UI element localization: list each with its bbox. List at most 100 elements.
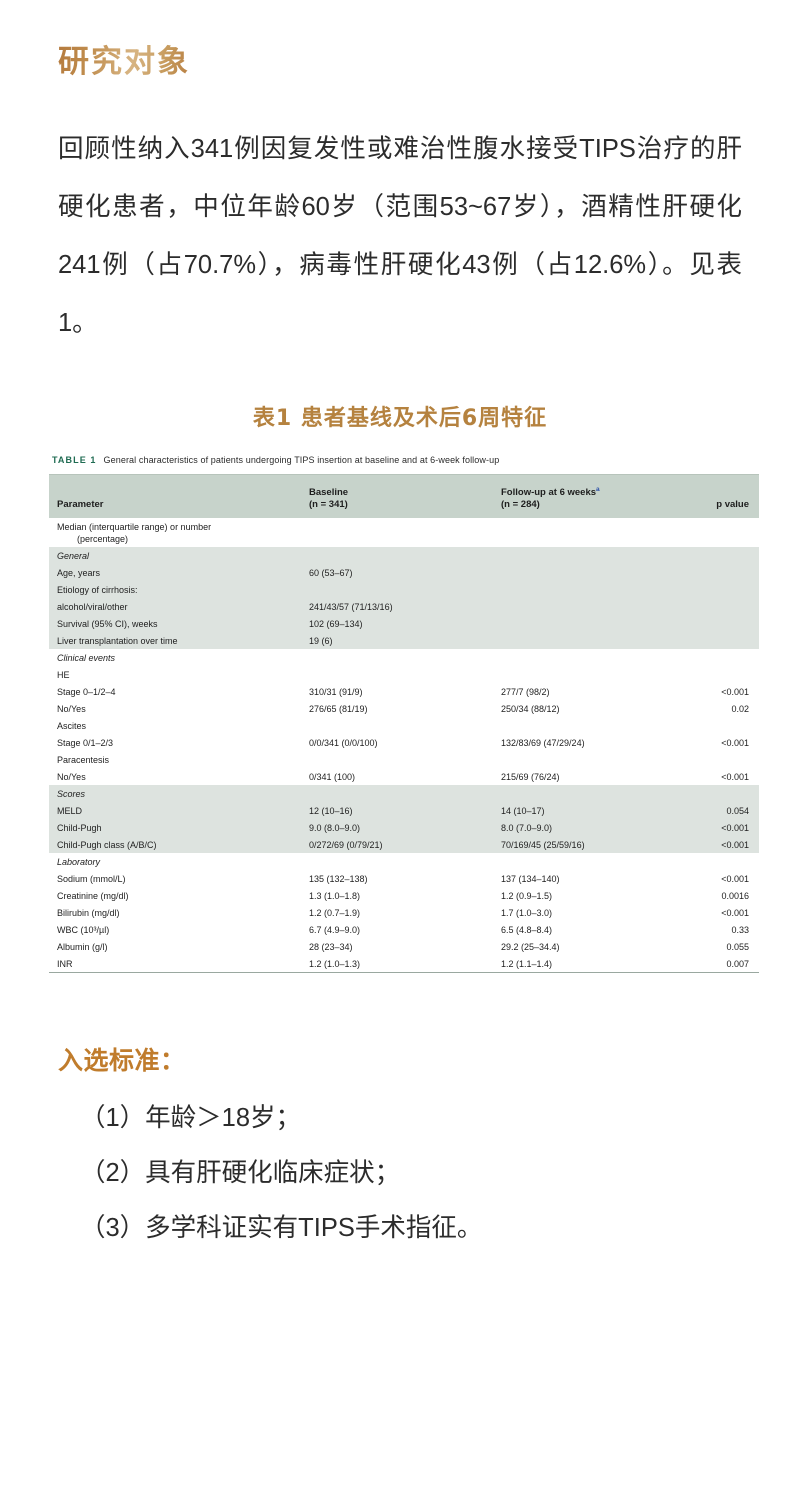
cell-parameter: Bilirubin (mg/dl) xyxy=(49,904,307,922)
cell-pvalue: <0.001 xyxy=(674,734,759,752)
cell-baseline xyxy=(307,581,499,599)
cell-parameter: Child-Pugh class (A/B/C) xyxy=(49,836,307,854)
cell-baseline: 1.2 (0.7–1.9) xyxy=(307,904,499,922)
cell-parameter: Liver transplantation over time xyxy=(49,632,307,650)
table-row: No/Yes 276/65 (81/19) 250/34 (88/12) 0.02 xyxy=(49,700,759,718)
table-row: Clinical events xyxy=(49,649,759,667)
cell-pvalue: 0.055 xyxy=(674,938,759,956)
cell-baseline xyxy=(307,853,499,871)
cell-parameter: Paracentesis xyxy=(49,751,307,769)
cell-parameter: Stage 0–1/2–4 xyxy=(49,683,307,701)
cell-parameter: Ascites xyxy=(49,717,307,735)
column-header-baseline-label: Baseline xyxy=(309,487,349,499)
cell-baseline: 1.2 (1.0–1.3) xyxy=(307,955,499,973)
cell-followup: 1.2 (0.9–1.5) xyxy=(499,887,674,905)
cell-baseline: 0/0/341 (0/0/100) xyxy=(307,734,499,752)
cell-baseline: 0/341 (100) xyxy=(307,768,499,786)
cell-parameter: Etiology of cirrhosis: xyxy=(49,581,307,599)
column-header-baseline: Baseline (n = 341) xyxy=(307,474,499,519)
cell-pvalue: <0.001 xyxy=(674,904,759,922)
cell-pvalue xyxy=(674,581,759,599)
cell-parameter: No/Yes xyxy=(49,768,307,786)
cell-pvalue xyxy=(674,853,759,871)
cell-parameter: Child-Pugh xyxy=(49,819,307,837)
cell-baseline: 276/65 (81/19) xyxy=(307,700,499,718)
cell-baseline: 6.7 (4.9–9.0) xyxy=(307,921,499,939)
criteria-heading: 入选标准： xyxy=(58,1046,186,1076)
criteria-item: （3）多学科证实有TIPS手术指征。 xyxy=(80,1214,483,1243)
page-title: 研究对象 xyxy=(58,0,190,82)
body-paragraph: 回顾性纳入341例因复发性或难治性腹水接受TIPS治疗的肝硬化患者，中位年龄60… xyxy=(58,135,742,338)
cell-baseline xyxy=(307,666,499,684)
cell-followup: 6.5 (4.8–8.4) xyxy=(499,921,674,939)
cell-pvalue xyxy=(674,518,759,548)
table-figure: TABLE 1 General characteristics of patien… xyxy=(49,454,759,974)
cell-pvalue xyxy=(674,751,759,769)
cell-baseline xyxy=(307,751,499,769)
table-row: Stage 0/1–2/3 0/0/341 (0/0/100) 132/83/69 … xyxy=(49,734,759,752)
table-row: Creatinine (mg/dl) 1.3 (1.0–1.8) 1.2 (0.9–… xyxy=(49,887,759,905)
cell-parameter: HE xyxy=(49,666,307,684)
column-header-pvalue-label: p value xyxy=(716,499,749,511)
table-row: Child-Pugh class (A/B/C) 0/272/69 (0/79/2… xyxy=(49,836,759,854)
cell-parameter: Clinical events xyxy=(49,649,307,667)
figure-label: TABLE 1 xyxy=(52,455,97,466)
table-row: Child-Pugh 9.0 (8.0–9.0) 8.0 (7.0–9.0) <0.0… xyxy=(49,819,759,837)
cell-followup: 132/83/69 (47/29/24) xyxy=(499,734,674,752)
cell-followup xyxy=(499,717,674,735)
cell-baseline xyxy=(307,717,499,735)
figure-description: General characteristics of patients unde… xyxy=(103,455,500,466)
table-row: Sodium (mmol/L) 135 (132–138) 137 (134–140… xyxy=(49,870,759,888)
cell-followup: 70/169/45 (25/59/16) xyxy=(499,836,674,854)
figure-title-line: TABLE 1 General characteristics of patien… xyxy=(52,454,759,466)
cell-baseline: 102 (69–134) xyxy=(307,615,499,633)
footnote-marker-a: a xyxy=(596,486,600,494)
column-header-pvalue: p value xyxy=(674,474,759,519)
column-header-followup: Follow-up at 6 weeksa (n = 284) xyxy=(499,474,674,519)
cell-baseline: 19 (6) xyxy=(307,632,499,650)
table-row: MELD 12 (10–16) 14 (10–17) 0.054 xyxy=(49,802,759,820)
cell-followup: 1.7 (1.0–3.0) xyxy=(499,904,674,922)
cell-baseline xyxy=(307,649,499,667)
table-header-row: Parameter Baseline (n = 341) Follow-up a… xyxy=(49,474,759,519)
cell-pvalue xyxy=(674,547,759,565)
cell-pvalue: <0.001 xyxy=(674,683,759,701)
cell-baseline xyxy=(307,785,499,803)
table-row: Liver transplantation over time 19 (6) xyxy=(49,632,759,650)
criteria-list: （1）年龄＞18岁； （2）具有肝硬化临床症状； （3）多学科证实有TIPS手术指征… xyxy=(58,1077,742,1256)
table-head: Parameter Baseline (n = 341) Follow-up a… xyxy=(49,474,759,519)
cell-pvalue xyxy=(674,564,759,582)
cell-pvalue xyxy=(674,632,759,650)
cell-pvalue: 0.054 xyxy=(674,802,759,820)
criteria-item: （1）年龄＞18岁； xyxy=(80,1104,302,1133)
cell-pvalue: <0.001 xyxy=(674,870,759,888)
table-body: Median (interquartile range) or number (p… xyxy=(49,518,759,973)
cell-pvalue: 0.007 xyxy=(674,955,759,973)
table-row: WBC (10³/µl) 6.7 (4.9–9.0) 6.5 (4.8–8.4) 0.… xyxy=(49,921,759,939)
table-row: Albumin (g/l) 28 (23–34) 29.2 (25–34.4) 0.0… xyxy=(49,938,759,956)
cell-parameter: INR xyxy=(49,955,307,973)
cell-followup: 277/7 (98/2) xyxy=(499,683,674,701)
cell-followup xyxy=(499,564,674,582)
cell-pvalue xyxy=(674,649,759,667)
cell-parameter: Scores xyxy=(49,785,307,803)
table-row: Median (interquartile range) or number (p… xyxy=(49,518,759,548)
cell-parameter-line2: (percentage) xyxy=(77,533,129,544)
cell-parameter: Laboratory xyxy=(49,853,307,871)
cell-parameter: Sodium (mmol/L) xyxy=(49,870,307,888)
table-bottom-rule xyxy=(49,972,759,974)
cell-followup: 8.0 (7.0–9.0) xyxy=(499,819,674,837)
cell-baseline: 60 (53–67) xyxy=(307,564,499,582)
cell-followup xyxy=(499,785,674,803)
table-row: No/Yes 0/341 (100) 215/69 (76/24) <0.001 xyxy=(49,768,759,786)
cell-pvalue xyxy=(674,785,759,803)
cell-parameter: MELD xyxy=(49,802,307,820)
column-header-parameter-label: Parameter xyxy=(57,499,104,511)
table-row: Bilirubin (mg/dl) 1.2 (0.7–1.9) 1.7 (1.0–3… xyxy=(49,904,759,922)
column-header-followup-label: Follow-up at 6 weeks xyxy=(501,487,597,499)
cell-pvalue xyxy=(674,615,759,633)
cell-followup xyxy=(499,581,674,599)
table-row: Laboratory xyxy=(49,853,759,871)
column-header-baseline-n: (n = 341) xyxy=(309,499,348,511)
table-row: INR 1.2 (1.0–1.3) 1.2 (1.1–1.4) 0.007 xyxy=(49,955,759,973)
